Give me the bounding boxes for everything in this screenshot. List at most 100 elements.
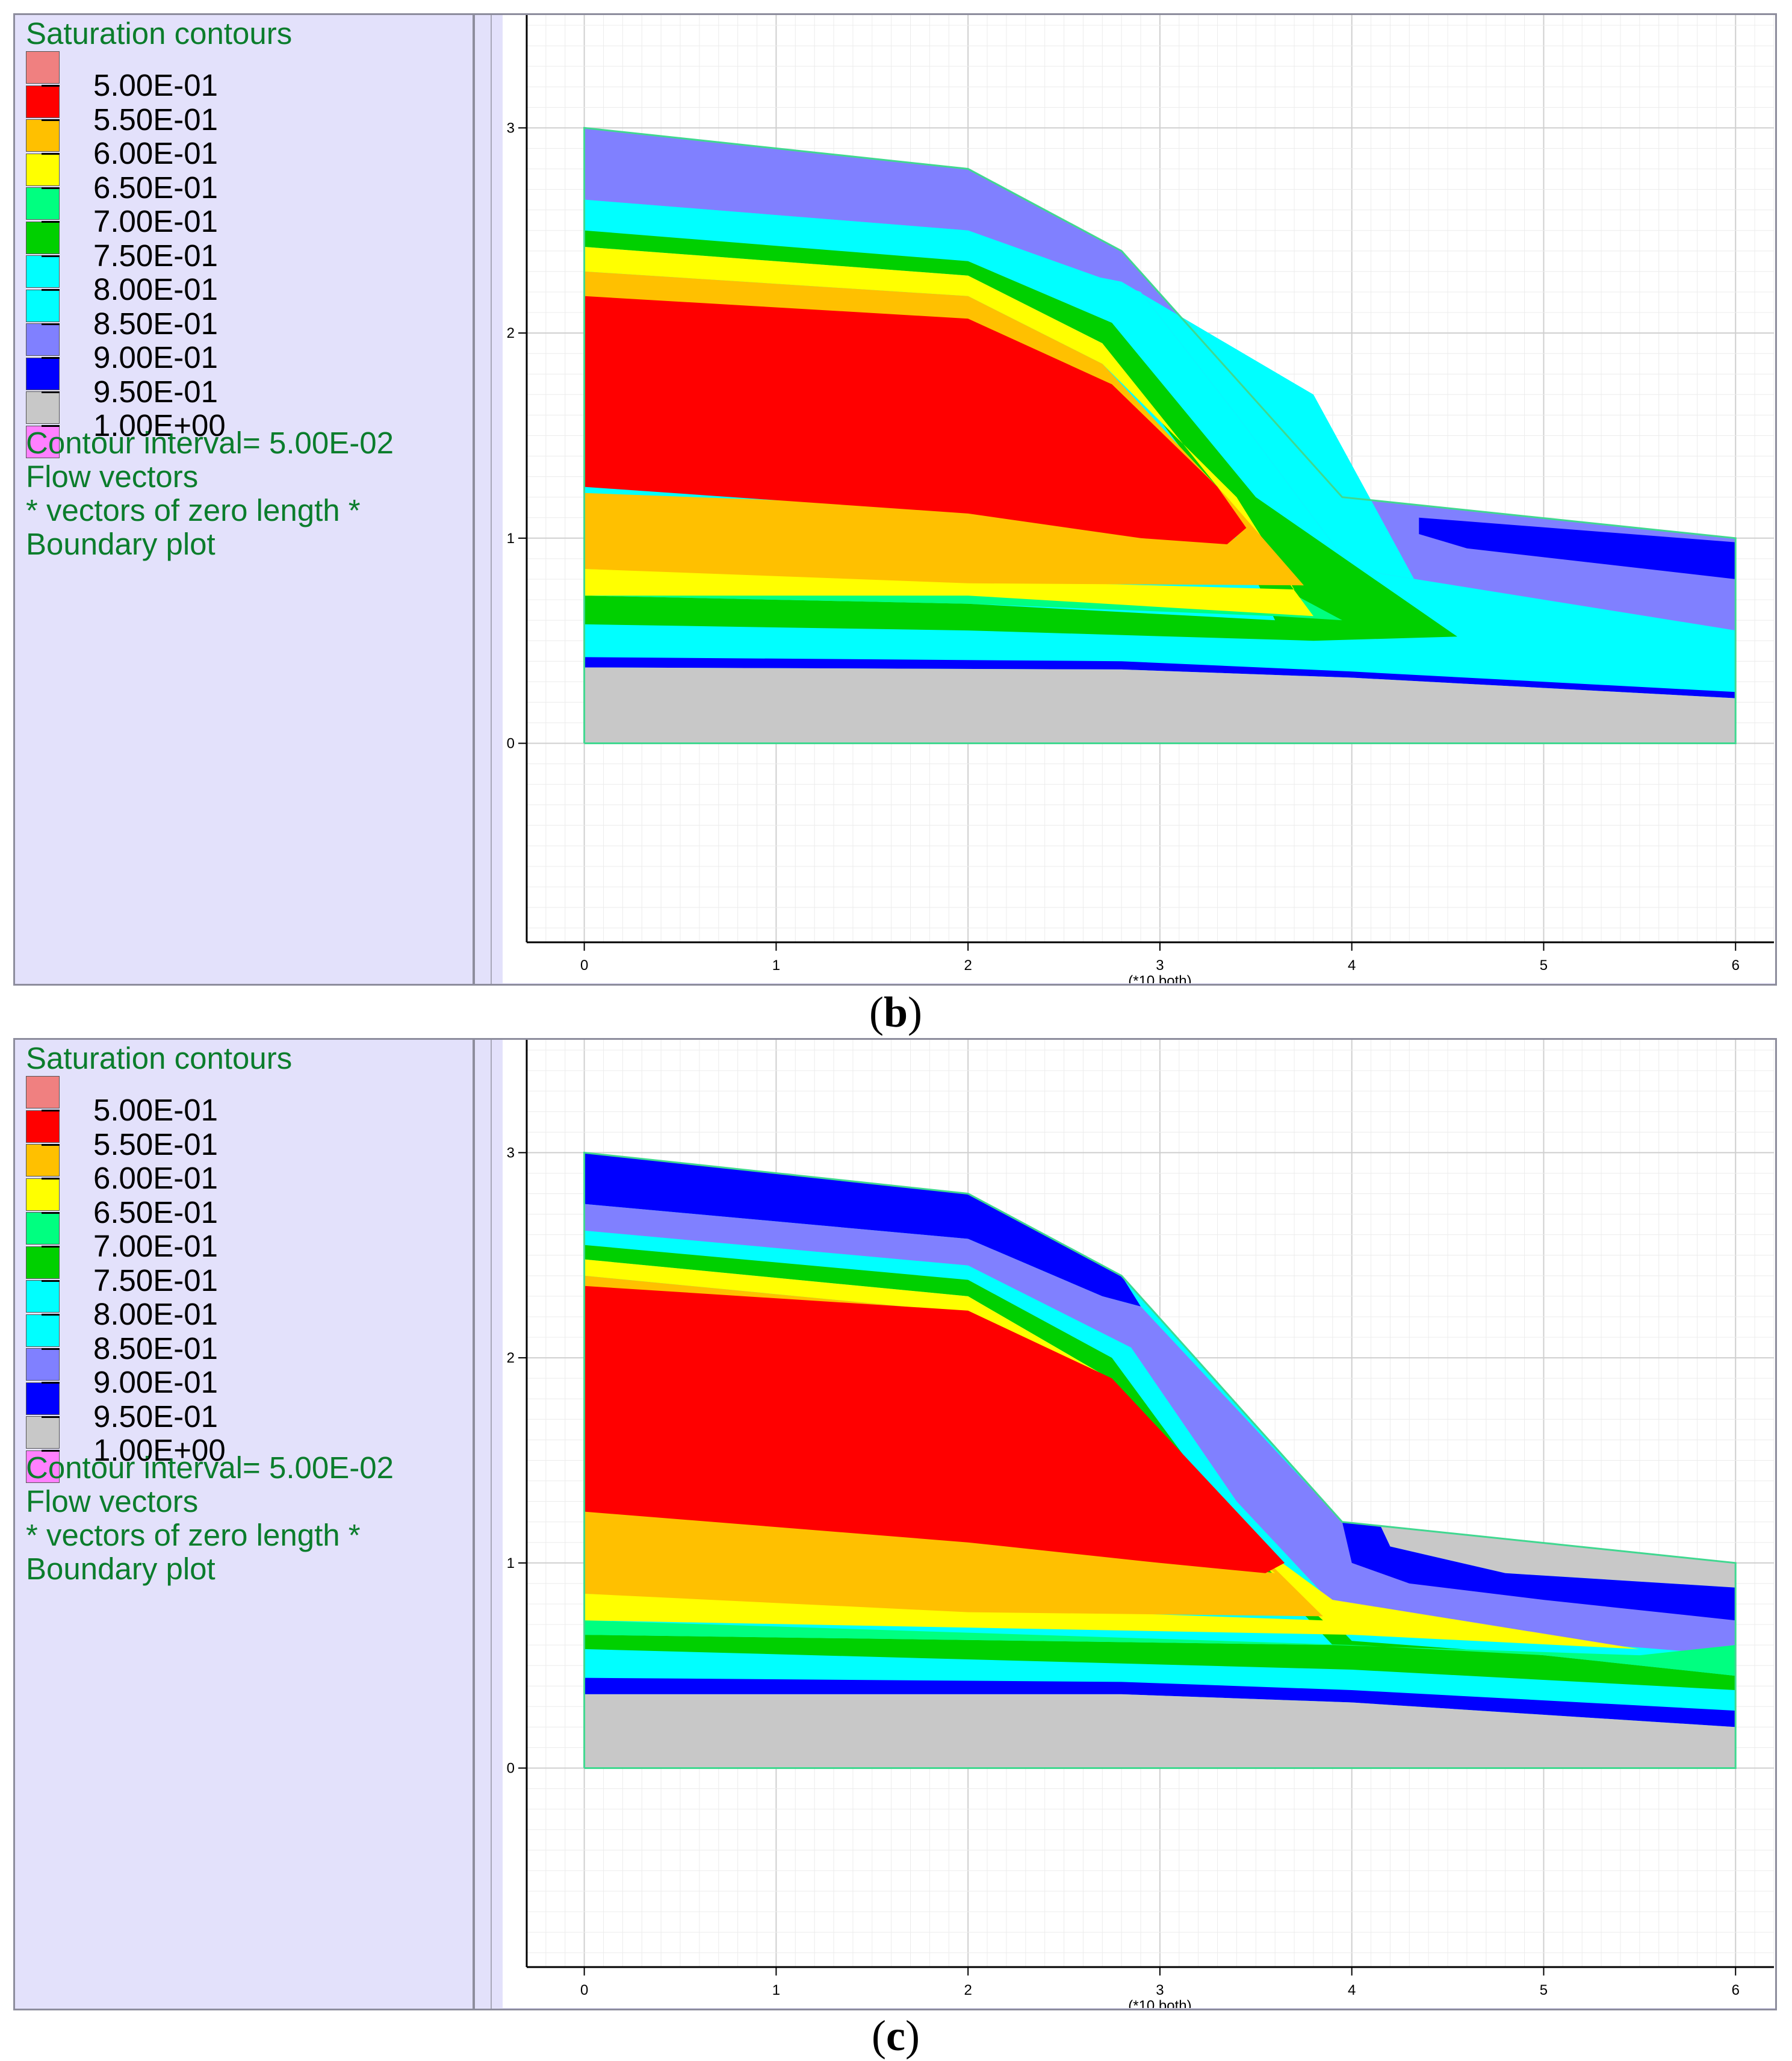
- saturation-band: [584, 1204, 1736, 1686]
- x-tick-label: 4: [1348, 957, 1356, 974]
- x-tick-label: 6: [1732, 1982, 1740, 1998]
- saturation-band: [584, 296, 1247, 544]
- saturation-band: [584, 1245, 1736, 1690]
- legend: Saturation contours 5.00E-01 5.50E-01 6.00E…: [15, 15, 473, 984]
- y-tick-label: 3: [507, 1145, 515, 1161]
- legend-tick: [42, 1416, 60, 1418]
- x-tick-label: 0: [580, 957, 588, 974]
- legend-tick: [42, 357, 60, 359]
- x-tick-label: 1: [772, 957, 780, 974]
- x-tick-label: 0: [580, 1982, 588, 1998]
- panel-b: Saturation contours 5.00E-01 5.50E-01 6.00E…: [13, 13, 1777, 986]
- saturation-band: [584, 1152, 1141, 1307]
- legend-tick: [42, 1348, 60, 1350]
- legend-level: 7.50E-01: [93, 238, 218, 273]
- legend-tick: [42, 255, 60, 257]
- y-tick-label: 2: [507, 1350, 515, 1366]
- legend-title: Saturation contours: [26, 1041, 293, 1075]
- legend-tick: [42, 221, 60, 223]
- legend-swatch: [26, 1212, 60, 1245]
- legend-tick: [42, 391, 60, 393]
- panel-c: Saturation contours 5.00E-01 5.50E-01 6.00E…: [13, 1038, 1777, 2010]
- saturation-band: [584, 199, 1736, 686]
- saturation-band: [584, 1677, 1736, 1727]
- legend-swatch: [26, 1314, 60, 1347]
- legend-tick: [42, 1450, 60, 1452]
- legend: Saturation contours 5.00E-01 5.50E-01 6.00E…: [15, 1040, 473, 2009]
- y-tick-label: 1: [507, 1555, 515, 1571]
- legend-level: 9.50E-01: [93, 374, 218, 409]
- legend-level: 8.50E-01: [93, 1331, 218, 1366]
- x-tick-label: 2: [964, 957, 972, 974]
- figure-caption: (b): [869, 988, 922, 1036]
- flow-vectors-note: Flow vectors: [26, 1484, 199, 1519]
- legend-tick: [42, 85, 60, 87]
- legend-level: 5.50E-01: [93, 1127, 218, 1161]
- legend-level: 6.00E-01: [93, 1161, 218, 1195]
- x-tick-label: 2: [964, 1982, 972, 1998]
- legend-tick: [42, 289, 60, 291]
- legend-swatch: [26, 1416, 60, 1449]
- legend-swatch: [26, 1280, 60, 1313]
- legend-tick: [42, 1279, 60, 1282]
- legend-level: 1.00E+00: [93, 1433, 226, 1467]
- saturation-band: [584, 657, 1736, 698]
- legend-tick: [42, 1382, 60, 1384]
- legend-tick: [42, 1110, 60, 1111]
- y-tick-label: 3: [507, 120, 515, 136]
- legend-level: 9.00E-01: [93, 1365, 218, 1399]
- x-tick-label: 4: [1348, 1982, 1356, 1998]
- boundary-line: [583, 126, 1737, 744]
- x-tick-label: 5: [1540, 1982, 1548, 1998]
- saturation-band: [584, 271, 1304, 586]
- y-tick-label: 1: [507, 530, 515, 547]
- saturation-band: [584, 1694, 1736, 1768]
- saturation-band: [584, 1275, 1323, 1617]
- x-tick-label: 3: [1156, 957, 1164, 974]
- legend-tick: [42, 187, 60, 189]
- y-tick-label: 0: [507, 1761, 515, 1777]
- saturation-band: [584, 1285, 1285, 1573]
- legend-tick: [42, 1211, 60, 1214]
- legend-swatch: [26, 1110, 60, 1143]
- saturation-band: [584, 128, 1736, 631]
- x-tick-label: 5: [1540, 957, 1548, 974]
- legend-swatch: [26, 187, 60, 220]
- contour-interval-note: Contour interval= 5.00E-02: [26, 426, 394, 460]
- legend-level: 1.00E+00: [93, 408, 226, 443]
- legend-swatch: [26, 323, 60, 356]
- legend-swatch: [26, 357, 60, 390]
- legend-tick: [42, 153, 60, 155]
- divider: [491, 1040, 492, 2009]
- divider: [473, 15, 475, 984]
- legend-level: 7.00E-01: [93, 204, 218, 238]
- legend-swatch: [26, 1246, 60, 1279]
- boundary-plot-note: Boundary plot: [26, 1552, 215, 1586]
- legend-swatch: [26, 221, 60, 254]
- legend-tick: [42, 323, 60, 325]
- x-axis-label: (*10 both): [1128, 973, 1191, 983]
- saturation-band: [1419, 517, 1736, 579]
- zero-vectors-note: * vectors of zero length *: [26, 493, 361, 527]
- legend-tick: [42, 1143, 60, 1146]
- legend-level: 8.00E-01: [93, 1297, 218, 1331]
- figure-caption: (c): [872, 2012, 920, 2060]
- legend-level: 9.00E-01: [93, 340, 218, 375]
- legend-level: 8.00E-01: [93, 272, 218, 306]
- legend-level: 5.50E-01: [93, 102, 218, 137]
- legend-tick: [42, 119, 60, 121]
- saturation-band: [584, 1620, 1736, 1676]
- saturation-band: [1380, 1526, 1736, 1588]
- legend-level: 5.00E-01: [93, 68, 218, 102]
- legend-swatch: [26, 85, 60, 118]
- divider: [473, 1040, 475, 2009]
- legend-level: 7.50E-01: [93, 1263, 218, 1298]
- divider: [491, 15, 492, 984]
- legend-swatch: [26, 1348, 60, 1381]
- legend-swatch: [26, 1450, 60, 1483]
- legend-swatch: [26, 51, 60, 84]
- x-tick-label: 6: [1732, 957, 1740, 974]
- legend-level: 6.00E-01: [93, 136, 218, 170]
- y-tick-label: 0: [507, 736, 515, 752]
